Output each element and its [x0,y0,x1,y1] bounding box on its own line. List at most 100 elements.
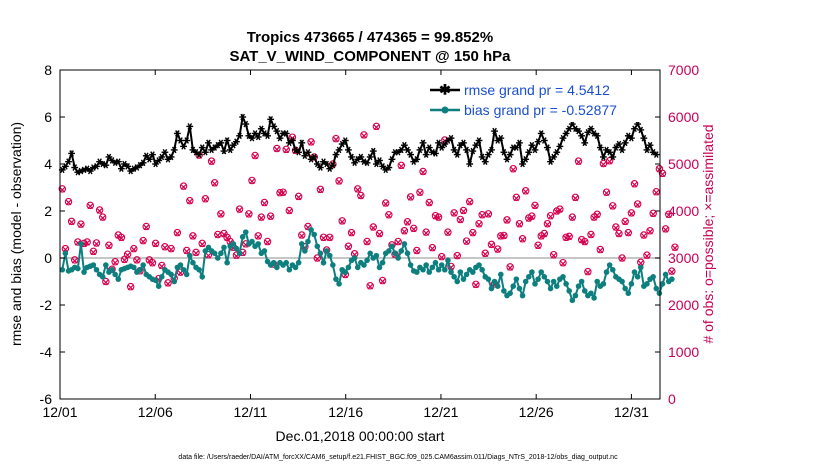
rmse-point [407,151,414,158]
obs-x-stroke [535,243,541,250]
rmse-star-stroke [616,140,622,148]
bias-point [317,250,324,257]
bias-point [62,250,69,257]
rmse-star-stroke [91,164,96,171]
bias-point [653,285,660,292]
obs-assimilated-point [280,190,286,196]
y-tick-label: 6 [44,109,52,125]
rmse-star-stroke [330,161,336,169]
bias-point [236,250,243,257]
bias-point [669,276,675,282]
obs-assimilated-point [653,189,660,196]
obs-x-stroke [588,232,594,239]
obs-assimilated-point [106,243,112,250]
rmse-star-stroke [601,153,606,161]
obs-x-stroke [516,221,523,228]
rmse-point [481,158,489,165]
rmse-star-stroke [467,160,472,168]
obs-x-stroke [59,187,66,193]
bias-point [211,250,218,257]
rmse-point [152,160,159,168]
obs-x-stroke [637,260,644,266]
obs-assimilated-point [317,187,324,194]
bias-point [553,283,560,290]
obs-x-stroke [519,236,526,243]
bias-point [386,248,392,254]
rmse-star-stroke [619,146,625,154]
rmse-point [466,160,474,168]
rmse-star-stroke [231,141,236,149]
bias-point [183,271,190,278]
rmse-star-stroke [293,146,298,154]
obs-possible-point [186,196,194,205]
obs-x-stroke [298,233,305,239]
obs-assimilated-point [622,219,629,226]
obs-possible-point [381,199,390,207]
obs-possible-point [92,239,101,247]
bias-point [600,281,607,287]
obs-x-stroke [71,257,78,264]
obs-possible-point [164,279,172,287]
bias-point [224,259,230,266]
rmse-star-stroke [349,153,354,161]
obs-possible-point [643,251,651,259]
obs-x-stroke [672,245,678,251]
rmse-point [139,159,147,167]
obs-assimilated-point [529,214,535,220]
obs-possible-point [652,187,661,196]
obs-possible-point [618,254,626,262]
obs-possible-point [602,188,611,196]
chart-subtitle: SAT_V_WIND_COMPONENT @ 150 hPa [229,48,511,65]
rmse-point [640,134,648,142]
obs-assimilated-point [286,208,293,215]
obs-x-stroke [121,257,128,264]
bias-point [171,278,178,285]
rmse-star-stroke [106,153,112,161]
y-tick-label: 0 [44,250,52,266]
obs-x-stroke [553,209,560,215]
obs-assimilated-point [308,140,314,146]
rmse-point [301,152,309,160]
rmse-point [525,148,533,156]
obs-x-stroke [286,208,293,215]
rmse-star-stroke [324,160,329,168]
obs-assimilated-point [410,226,417,233]
rmse-point [581,139,589,147]
rmse-point [205,139,212,147]
obs-x-stroke [407,195,414,201]
obs-assimilated-point [578,237,585,244]
obs-x-stroke [345,244,352,251]
obs-assimilated-point [90,249,97,256]
obs-x-stroke [96,208,103,214]
rmse-point [149,151,156,158]
obs-assimilated-point [127,284,134,291]
obs-x-stroke [112,259,118,266]
rmse-star-stroke [538,130,544,137]
rmse-star-stroke [171,146,177,154]
rmse-star-stroke [638,126,644,134]
obs-x-stroke [308,140,314,146]
rmse-point [173,130,181,137]
obs-x-stroke [426,200,433,207]
obs-assimilated-point [659,171,666,178]
bias-point [516,285,523,292]
rmse-star-stroke [451,146,457,154]
rmse-star-stroke [507,151,513,158]
rmse-star-stroke [240,113,245,121]
obs-x-stroke [429,245,436,252]
rmse-point [379,163,387,170]
obs-possible-point [98,213,107,221]
obs-possible-point [506,263,514,271]
rmse-star-stroke [224,137,230,144]
obs-possible-point [397,161,406,170]
rmse-star-stroke [140,159,146,167]
obs-x-stroke [619,256,625,262]
obs-assimilated-point [469,230,476,237]
bias-point [109,266,115,273]
bias-point [196,266,202,273]
obs-possible-point [403,218,412,226]
obs-assimilated-point [96,208,103,214]
obs-assimilated-point [264,239,271,246]
rmse-star-stroke [361,158,367,165]
